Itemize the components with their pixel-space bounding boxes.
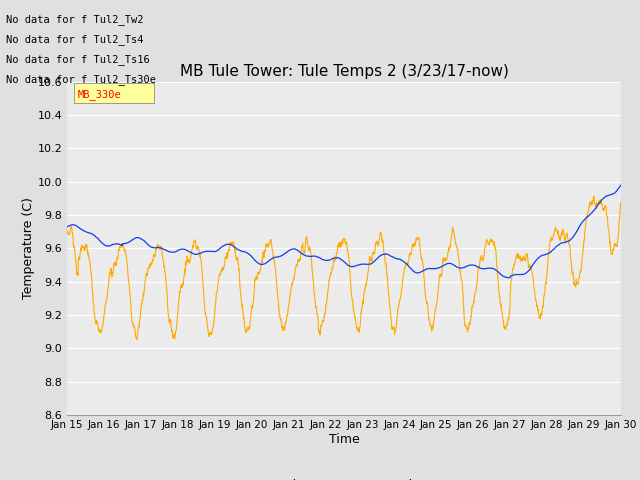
- Title: MB Tule Tower: Tule Temps 2 (3/23/17-now): MB Tule Tower: Tule Temps 2 (3/23/17-now…: [180, 64, 508, 79]
- X-axis label: Time: Time: [328, 433, 360, 446]
- Text: No data for f Tul2_Ts30e: No data for f Tul2_Ts30e: [6, 74, 156, 85]
- Text: No data for f Tul2_Tw2: No data for f Tul2_Tw2: [6, 13, 144, 24]
- Legend: Tul2_Ts-2, Tul2_Ts-8: Tul2_Ts-2, Tul2_Ts-8: [232, 473, 456, 480]
- Text: MB_330e: MB_330e: [77, 89, 122, 99]
- Y-axis label: Temperature (C): Temperature (C): [22, 197, 35, 300]
- Text: No data for f Tul2_Ts16: No data for f Tul2_Ts16: [6, 54, 150, 65]
- Text: No data for f Tul2_Ts4: No data for f Tul2_Ts4: [6, 34, 144, 45]
